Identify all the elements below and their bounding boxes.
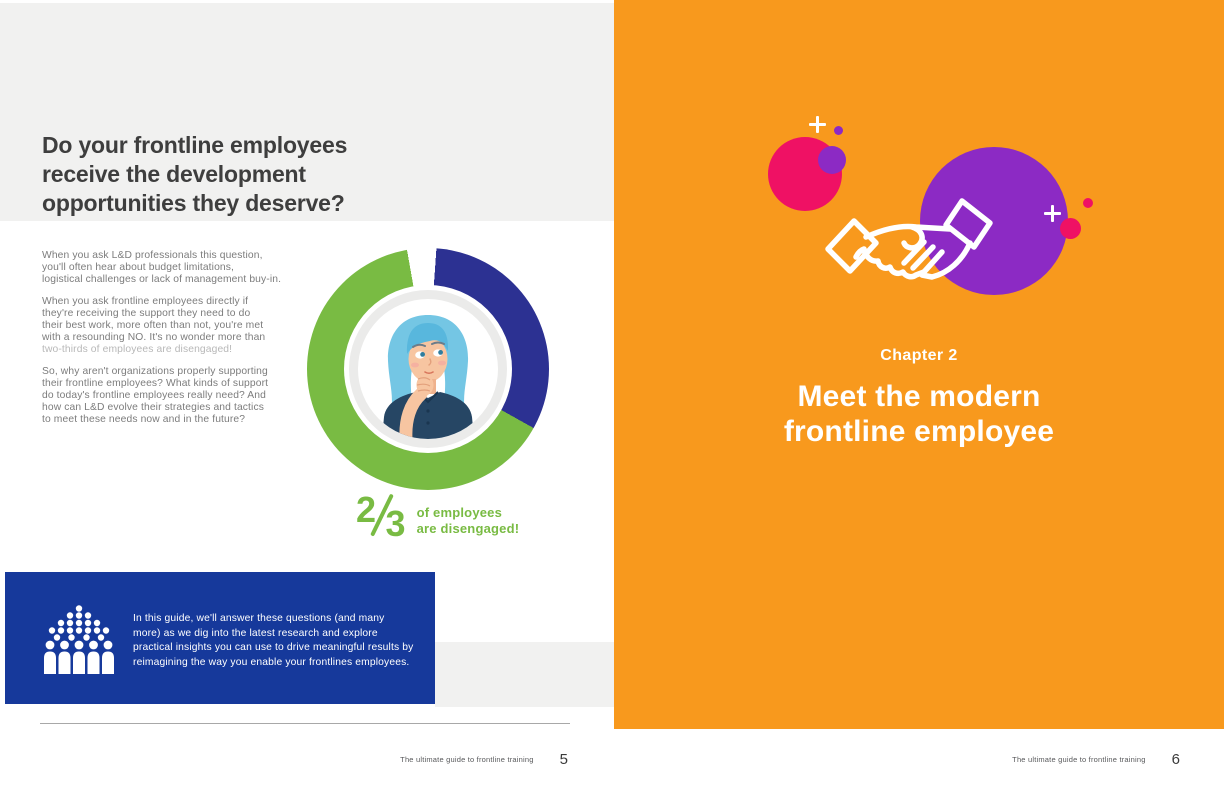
blush	[438, 360, 446, 366]
finger-line	[417, 389, 431, 392]
hair-fringe	[406, 323, 449, 354]
right-page: Chapter 2 Meet the modern frontline empl…	[614, 0, 1224, 792]
header-band	[0, 3, 614, 221]
tiny-purple-dot	[834, 126, 843, 135]
gray-corner-block	[435, 642, 614, 707]
nose	[428, 358, 432, 366]
chapter-label: Chapter 2	[880, 347, 958, 364]
hands-top-edge	[863, 223, 953, 240]
page-number: 6	[1171, 750, 1180, 768]
woman-illustration-svg	[382, 315, 474, 439]
body-copy: When you ask L&D professionals this ques…	[42, 250, 322, 436]
footer-divider	[40, 723, 570, 724]
left-cuff	[825, 218, 879, 274]
stat-callout: 2 3 of employees are disengaged!	[356, 492, 519, 542]
small-purple-circle	[818, 146, 846, 174]
page-title-line: receive the development	[42, 161, 306, 188]
page-title-line: Do your frontline employees	[42, 132, 348, 159]
finger-line	[417, 377, 431, 381]
fraction-denominator: 3	[385, 503, 406, 544]
button	[426, 421, 430, 425]
left-page-footer: The ultimate guide to frontline training…	[0, 744, 568, 774]
eyebrow	[412, 343, 426, 348]
page-number: 5	[559, 750, 568, 768]
fraction-numerator: 2	[356, 489, 377, 530]
plus-icon	[1044, 205, 1061, 222]
blush	[411, 362, 419, 368]
button	[426, 409, 430, 413]
page-title-line: opportunities they deserve?	[42, 190, 345, 217]
paragraph-text: When you ask frontline employees directl…	[42, 296, 266, 343]
thinking-woman-illustration	[358, 299, 498, 439]
right-hand-bottom	[919, 240, 973, 280]
paragraph: So, why aren't organizations properly su…	[42, 366, 269, 425]
page-title: Do your frontline employees receive the …	[42, 131, 347, 218]
footer-book-title: The ultimate guide to frontline training	[1012, 754, 1146, 764]
chapter-cover-background: Chapter 2 Meet the modern frontline empl…	[614, 0, 1224, 729]
footer-book-title: The ultimate guide to frontline training	[400, 754, 534, 764]
left-page: Do your frontline employees receive the …	[0, 3, 614, 774]
callout-box: In this guide, we'll answer these questi…	[5, 572, 435, 704]
iris	[438, 350, 443, 355]
tiny-pink-dot	[1083, 198, 1093, 208]
stat-label: of employees are disengaged!	[417, 505, 520, 542]
face	[408, 336, 448, 382]
stat-label-line: of employees	[416, 505, 503, 520]
plus-icon	[809, 116, 826, 133]
gripping-fingers	[901, 239, 945, 275]
chapter-title: Meet the modern frontline employee	[614, 379, 1224, 449]
mouth	[424, 371, 434, 375]
donut-chart	[307, 248, 549, 490]
iris	[420, 352, 425, 357]
fraction-two-thirds: 2 3	[356, 492, 406, 542]
stat-label-line: are disengaged!	[416, 520, 520, 536]
finger-line	[416, 383, 431, 387]
paragraph-highlight: two-thirds of employees are disengaged!	[42, 343, 233, 355]
chapter-title-line: frontline employee	[783, 415, 1055, 448]
paragraph: When you ask frontline employees directl…	[42, 296, 322, 355]
arm	[399, 387, 428, 439]
paragraph: When you ask L&D professionals this ques…	[42, 250, 282, 285]
right-cuff	[943, 198, 993, 250]
chapter-title-line: Meet the modern	[797, 380, 1041, 413]
handshake-icon	[825, 198, 993, 280]
eyebrow	[431, 341, 445, 345]
hair-back	[387, 315, 469, 414]
small-pink-circle	[1060, 218, 1081, 239]
knuckles	[853, 246, 927, 280]
callout-text: In this guide, we'll answer these questi…	[133, 613, 414, 668]
crowd-icon	[44, 605, 114, 674]
right-page-footer: The ultimate guide to frontline training…	[614, 744, 1180, 774]
